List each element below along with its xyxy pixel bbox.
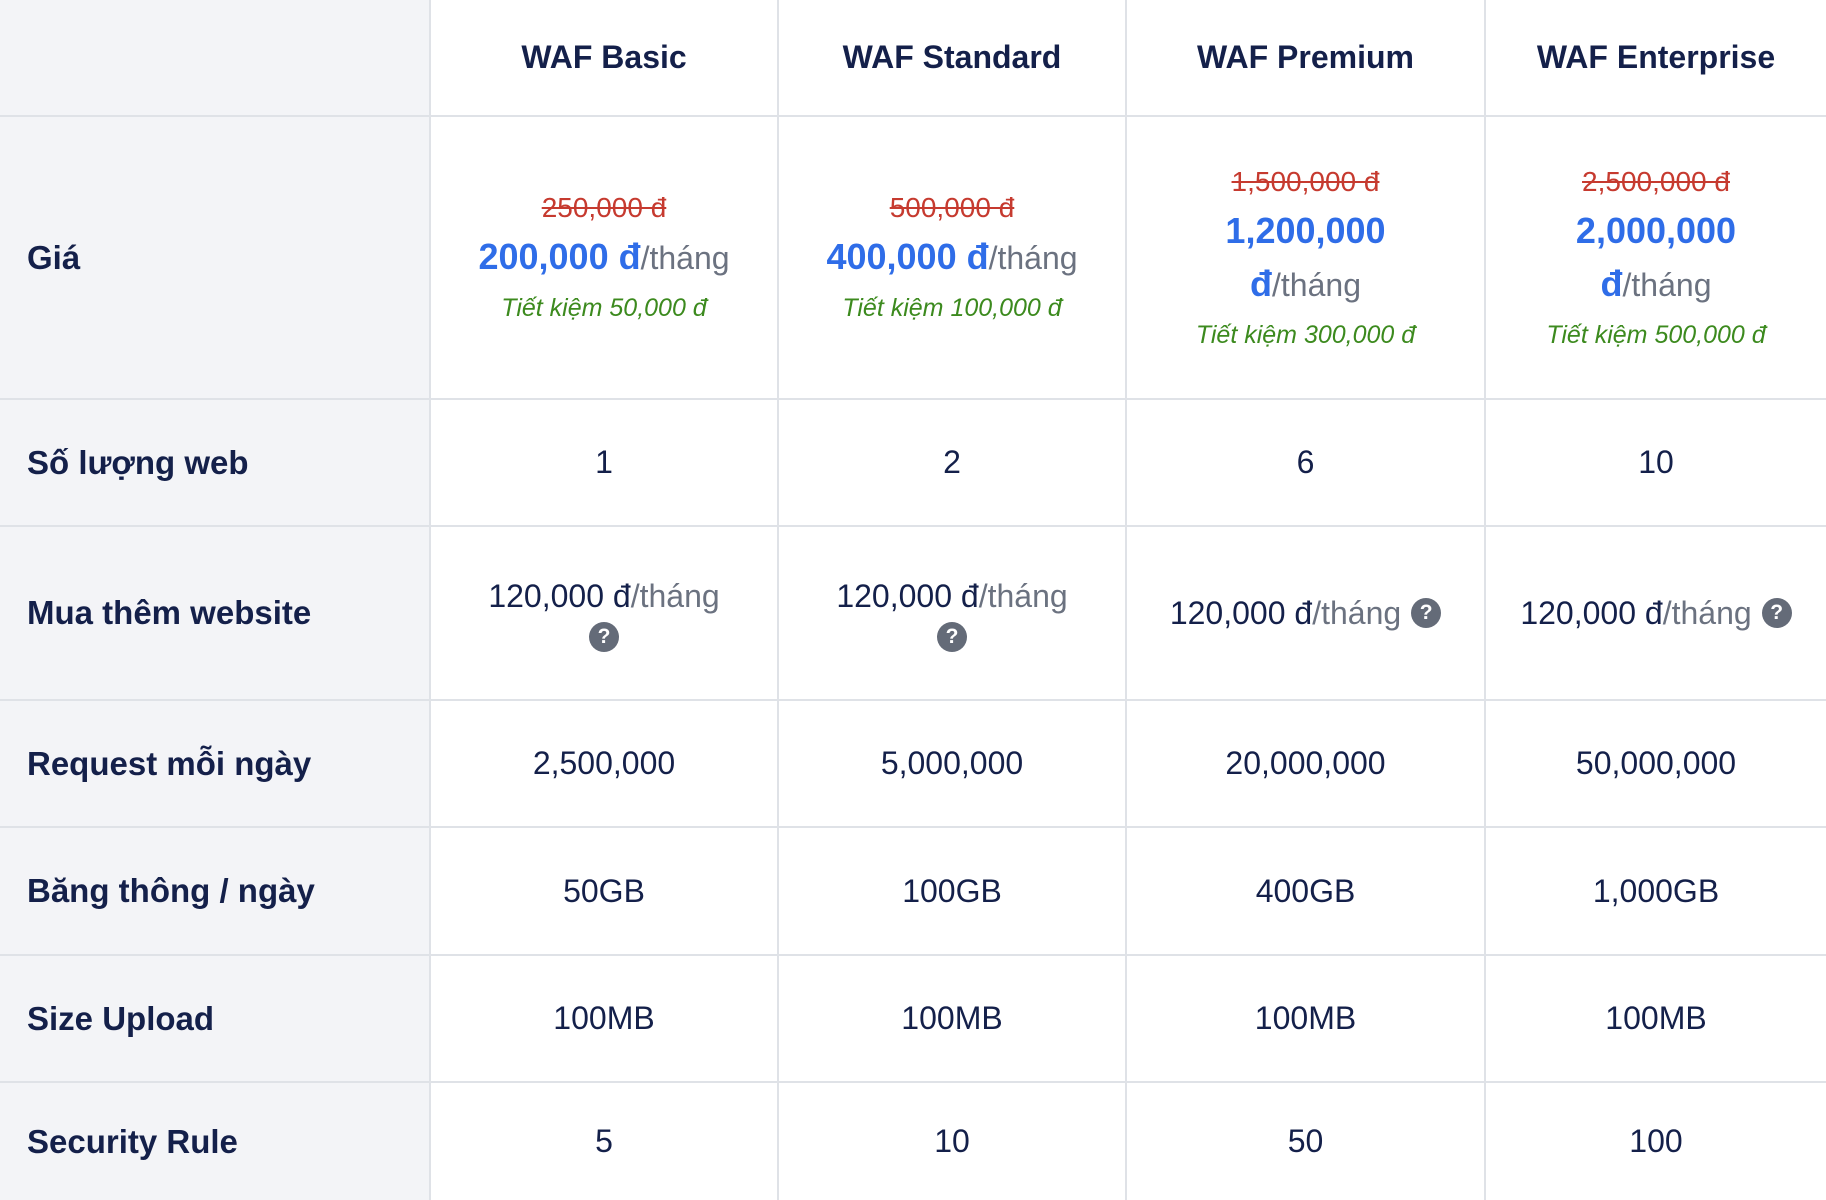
- plan-header-standard: WAF Standard: [779, 0, 1127, 117]
- addon-price: 120,000 đ/tháng: [836, 574, 1067, 618]
- addon-price: 120,000 đ/tháng: [1170, 591, 1401, 635]
- upload-basic: 100MB: [431, 956, 779, 1083]
- addon-price-value: 120,000 đ: [488, 578, 631, 614]
- plan-header-enterprise: WAF Enterprise: [1486, 0, 1826, 117]
- saving-note: Tiết kiệm 50,000 đ: [501, 294, 707, 322]
- websites-enterprise: 10: [1486, 400, 1826, 527]
- new-price: 200,000 đ: [478, 236, 641, 277]
- new-price-currency: đ: [1600, 262, 1623, 304]
- plan-header-basic: WAF Basic: [431, 0, 779, 117]
- new-price-amount: 2,000,000: [1575, 209, 1737, 251]
- new-price-amount: 1,200,000: [1225, 209, 1386, 251]
- per-month-unit: /tháng: [1272, 266, 1361, 303]
- new-price-line: 2,000,000: [1576, 205, 1736, 258]
- requests-standard: 5,000,000: [779, 701, 1127, 828]
- addon-standard: 120,000 đ/tháng ?: [779, 527, 1127, 701]
- price-cell-premium: 1,500,000 đ 1,200,000 đ/tháng Tiết kiệm …: [1127, 117, 1486, 400]
- saving-note: Tiết kiệm 100,000 đ: [842, 294, 1062, 322]
- bandwidth-standard: 100GB: [779, 828, 1127, 956]
- saving-note: Tiết kiệm 500,000 đ: [1546, 320, 1766, 349]
- row-label-websites: Số lượng web: [0, 400, 431, 527]
- help-icon[interactable]: ?: [937, 622, 967, 652]
- per-month-unit: /tháng: [1662, 595, 1752, 631]
- bandwidth-enterprise: 1,000GB: [1486, 828, 1826, 956]
- addon-price: 120,000 đ/tháng: [1520, 591, 1751, 635]
- price-cell-standard: 500,000 đ 400,000 đ/tháng Tiết kiệm 100,…: [779, 117, 1127, 400]
- addon-basic: 120,000 đ/tháng ?: [431, 527, 779, 701]
- price-cell-enterprise: 2,500,000 đ 2,000,000 đ/tháng Tiết kiệm …: [1486, 117, 1826, 400]
- plan-header-premium: WAF Premium: [1127, 0, 1486, 117]
- websites-standard: 2: [779, 400, 1127, 527]
- bandwidth-basic: 50GB: [431, 828, 779, 956]
- new-price-line-2: đ/tháng: [1601, 258, 1712, 311]
- websites-premium: 6: [1127, 400, 1486, 527]
- requests-enterprise: 50,000,000: [1486, 701, 1826, 828]
- rules-enterprise: 100: [1629, 1123, 1683, 1159]
- new-price: 400,000 đ: [826, 236, 989, 277]
- per-month-unit: /tháng: [630, 578, 720, 614]
- upload-premium: 100MB: [1127, 956, 1486, 1083]
- row-label-bandwidth: Băng thông / ngày: [0, 828, 431, 956]
- old-price: 500,000 đ: [889, 192, 1015, 223]
- row-label-addon: Mua thêm website: [0, 527, 431, 701]
- rules-standard: 10: [779, 1083, 1127, 1200]
- per-month-unit: /tháng: [978, 578, 1068, 614]
- help-icon[interactable]: ?: [1761, 598, 1792, 628]
- new-price-currency: đ: [1250, 262, 1273, 304]
- per-month-unit: /tháng: [988, 240, 1078, 276]
- table-corner: [0, 0, 431, 117]
- per-month-unit: /tháng: [1312, 595, 1402, 631]
- bandwidth-premium: 400GB: [1127, 828, 1486, 956]
- requests-basic: 2,500,000: [431, 701, 779, 828]
- per-month-unit: /tháng: [640, 240, 730, 276]
- new-price-line-2: đ/tháng: [1250, 258, 1361, 311]
- price-cell-basic: 250,000 đ 200,000 đ/tháng Tiết kiệm 50,0…: [431, 117, 779, 400]
- old-price: 1,500,000 đ: [1231, 165, 1380, 197]
- websites-basic: 1: [431, 400, 779, 527]
- help-icon[interactable]: ?: [1411, 598, 1442, 628]
- per-month-unit: /tháng: [1622, 266, 1712, 303]
- saving-note: Tiết kiệm 300,000 đ: [1195, 320, 1416, 349]
- addon-enterprise: 120,000 đ/tháng ?: [1486, 527, 1826, 701]
- new-price-line: 200,000 đ/tháng: [478, 231, 729, 284]
- old-price: 2,500,000 đ: [1582, 165, 1730, 197]
- upload-enterprise: 100MB: [1486, 956, 1826, 1083]
- old-price: 250,000 đ: [541, 192, 667, 223]
- help-icon[interactable]: ?: [589, 622, 619, 652]
- requests-premium: 20,000,000: [1127, 701, 1486, 828]
- addon-price: 120,000 đ/tháng: [488, 574, 719, 618]
- addon-price-value: 120,000 đ: [836, 578, 979, 614]
- addon-price-value: 120,000 đ: [1520, 595, 1663, 631]
- new-price-line: 400,000 đ/tháng: [826, 231, 1077, 284]
- rules-premium: 50: [1127, 1083, 1486, 1200]
- new-price-line: 1,200,000: [1225, 205, 1385, 258]
- row-label-price: Giá: [0, 117, 431, 400]
- row-label-upload: Size Upload: [0, 956, 431, 1083]
- row-label-requests: Request mỗi ngày: [0, 701, 431, 828]
- rules-basic: 5: [431, 1083, 779, 1200]
- addon-price-value: 120,000 đ: [1169, 595, 1313, 631]
- addon-premium: 120,000 đ/tháng ?: [1127, 527, 1486, 701]
- row-label-rules: Security Rule: [0, 1083, 431, 1200]
- upload-standard: 100MB: [779, 956, 1127, 1083]
